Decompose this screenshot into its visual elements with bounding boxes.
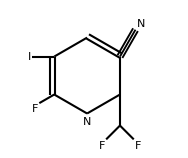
Text: F: F [99,141,105,151]
Text: N: N [83,117,91,127]
Text: I: I [28,52,31,62]
Text: N: N [137,19,146,29]
Text: F: F [32,104,38,114]
Text: F: F [135,141,141,151]
